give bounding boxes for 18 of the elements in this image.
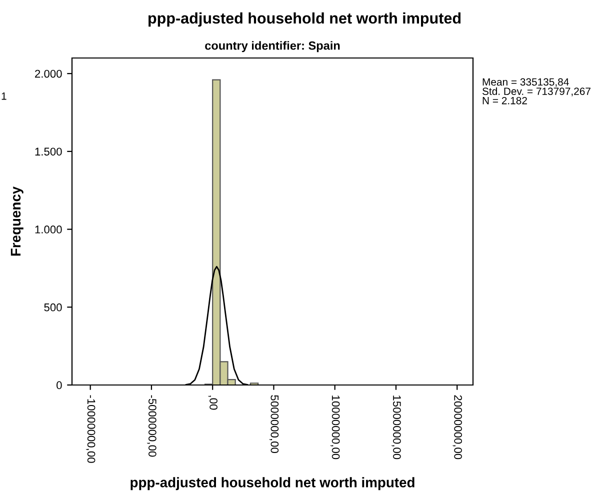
x-tick-label: 15000000,00	[392, 396, 401, 460]
text: 1	[2, 92, 6, 100]
y-axis-title: Frequency	[10, 186, 24, 256]
chart-title: ppp-adjusted household net worth imputed	[148, 12, 461, 27]
x-tick-label: ,00	[208, 396, 218, 410]
y-tick-label: 500	[44, 303, 62, 312]
x-tick-label: -10000000,00	[86, 395, 96, 463]
y-tick-label: 0	[56, 381, 62, 390]
x-tick-label: 10000000,00	[330, 396, 340, 460]
chart-subtitle: country identifier: Spain	[205, 41, 340, 52]
y-tick-label: 1.000	[35, 226, 62, 234]
text: Mean = 335135,84 Std. Dev. = 713797,267 N = 2.182	[482, 78, 590, 104]
x-tick-label: 20000000,00	[452, 395, 462, 460]
y-tick-label: 1.500	[35, 148, 62, 156]
x-tick-label: -5000000,00	[147, 395, 156, 457]
x-tick-label: 5000000,00	[269, 395, 279, 453]
x-axis-title: ppp-adjusted household net worth imputed	[130, 477, 414, 490]
y-tick-label: 2.000	[35, 70, 62, 78]
